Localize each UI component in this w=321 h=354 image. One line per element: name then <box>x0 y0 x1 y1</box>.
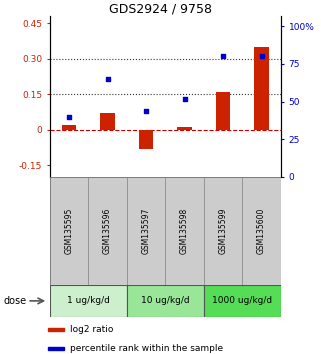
Bar <box>204 285 281 317</box>
Text: GSM135600: GSM135600 <box>257 208 266 254</box>
Bar <box>139 130 153 149</box>
Bar <box>100 113 115 130</box>
Text: GSM135597: GSM135597 <box>142 208 151 254</box>
Bar <box>50 177 88 285</box>
Bar <box>48 328 64 331</box>
Text: GSM135596: GSM135596 <box>103 208 112 254</box>
Text: 1000 ug/kg/d: 1000 ug/kg/d <box>212 296 273 306</box>
Bar <box>127 177 165 285</box>
Point <box>182 96 187 101</box>
Bar <box>204 177 242 285</box>
Text: 10 ug/kg/d: 10 ug/kg/d <box>141 296 190 306</box>
Bar <box>216 92 230 130</box>
Text: dose: dose <box>3 296 26 306</box>
Point <box>259 53 264 59</box>
Text: log2 ratio: log2 ratio <box>70 325 114 334</box>
Text: GDS2924 / 9758: GDS2924 / 9758 <box>109 2 212 15</box>
Bar <box>177 127 192 130</box>
Point <box>143 108 149 113</box>
Text: 1 ug/kg/d: 1 ug/kg/d <box>67 296 110 306</box>
Text: GSM135598: GSM135598 <box>180 208 189 254</box>
Bar <box>242 177 281 285</box>
Text: GSM135595: GSM135595 <box>65 208 74 254</box>
Point <box>66 114 72 119</box>
Bar <box>165 177 204 285</box>
Bar <box>50 285 127 317</box>
Text: GSM135599: GSM135599 <box>219 208 228 254</box>
Bar <box>48 347 64 350</box>
Point <box>105 76 110 82</box>
Point <box>221 53 226 59</box>
Bar <box>127 285 204 317</box>
Bar <box>62 125 76 130</box>
Bar <box>254 47 269 130</box>
Bar <box>88 177 127 285</box>
Text: percentile rank within the sample: percentile rank within the sample <box>70 344 223 353</box>
